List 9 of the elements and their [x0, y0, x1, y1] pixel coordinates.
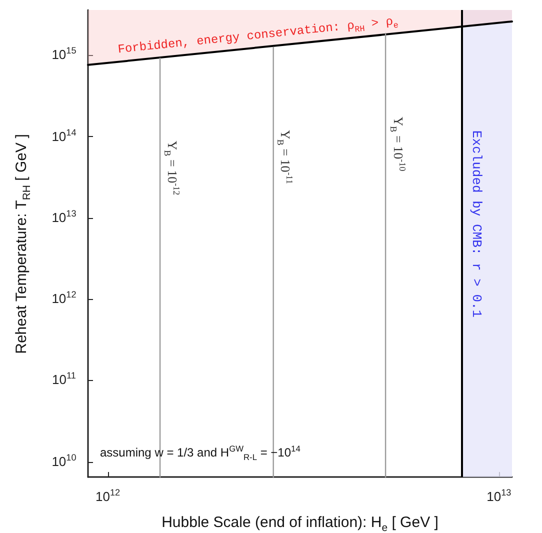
band-label: Excluded by CMB: r > 0.1 — [468, 130, 484, 318]
y-tick-label: 10$^{10}$ — [52, 452, 76, 469]
y-tick-label: 10$^{11}$ — [52, 370, 76, 388]
y-tick-label: 10$^{13}$ — [52, 208, 76, 225]
y-tick-label: 10$^{14}$ — [52, 127, 76, 144]
annotation: assuming w = 1/3 and H$^{GW}$$_{R-L}$ = −10$^{14}$ — [100, 443, 300, 462]
y-tick-label: 10$^{12}$ — [52, 290, 76, 306]
y-tick-label: 10$^{15}$ — [52, 46, 76, 62]
x-axis-title: Hubble Scale (end of inflation): H$_{e}$ [ GeV ] — [162, 514, 438, 533]
